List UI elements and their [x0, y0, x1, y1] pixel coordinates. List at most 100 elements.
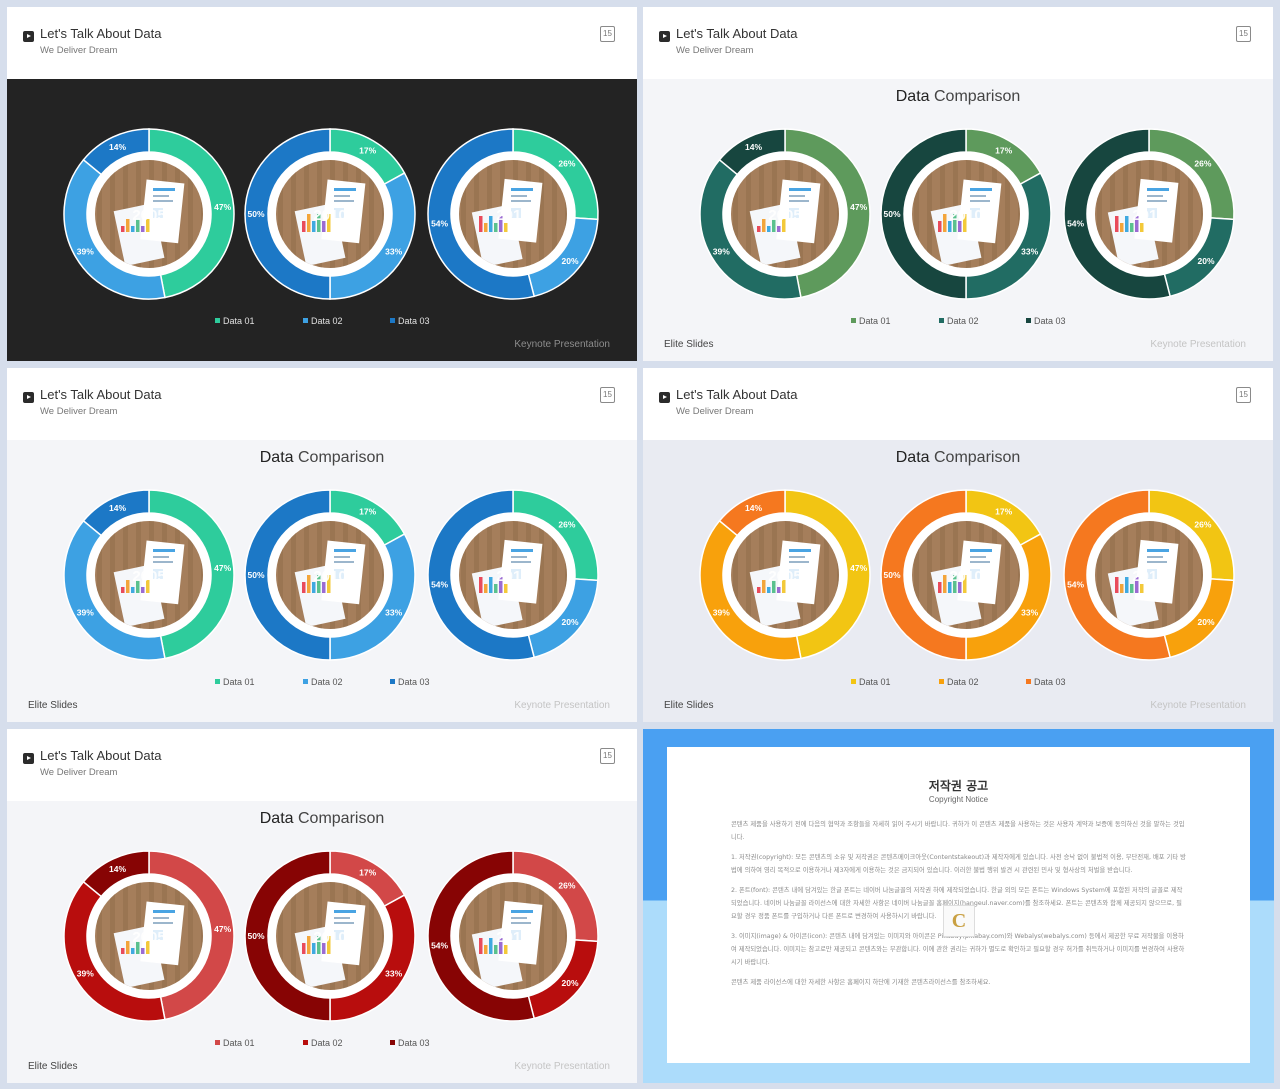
slice-value-label: 14%	[109, 864, 126, 874]
brand-bold: Elite	[664, 339, 684, 350]
legend-swatch	[215, 679, 220, 684]
slide-header: Let's Talk About Data We Deliver Dream 15	[7, 368, 637, 440]
slice-value-label: 47%	[214, 202, 231, 212]
play-icon	[23, 31, 34, 42]
legend-item: Data 01	[215, 1038, 255, 1048]
slice-value-label: 50%	[883, 570, 900, 580]
donut-chart: 26% 20% 54% 2014	[1063, 489, 1235, 661]
brand-rest: Slides	[686, 700, 714, 711]
slice-value-label: 14%	[745, 503, 762, 513]
slice-value-label: 17%	[359, 145, 376, 155]
donut-year-label: 2005	[132, 207, 165, 224]
donut-year-label: 2014	[496, 207, 530, 224]
slice-value-label: 26%	[558, 158, 575, 168]
donut-year-label: 2010	[313, 207, 346, 224]
slice-value-label: 50%	[247, 931, 264, 941]
chart-heading: Data Comparison	[7, 810, 637, 828]
legend-swatch	[390, 679, 395, 684]
content-logo-icon: C	[943, 905, 975, 937]
legend-item: Data 01	[851, 316, 891, 326]
chart-heading-rest: Comparison	[933, 449, 1021, 466]
slice-value-label: 47%	[214, 563, 231, 573]
slice-value-label: 17%	[995, 145, 1012, 155]
donut-year-label: 2014	[496, 568, 530, 585]
legend-swatch	[851, 679, 856, 684]
donut-chart: 47% 39% 14% 2005	[63, 850, 235, 1022]
slide-subtitle: We Deliver Dream	[676, 45, 754, 56]
legend-swatch	[1026, 679, 1031, 684]
footer-caption: Keynote Presentation	[514, 339, 610, 350]
legend-swatch	[303, 318, 308, 323]
donut-year-label: 2010	[949, 207, 982, 224]
slice-value-label: 26%	[558, 519, 575, 529]
donut-chart: 17% 33% 50% 2010	[880, 128, 1052, 300]
legend-label: Data 02	[947, 316, 979, 326]
donut-chart: 17% 33% 50% 2010	[244, 489, 416, 661]
notice-card: 저작권 공고 Copyright Notice 콘텐츠 제품을 사용하기 전에 …	[667, 747, 1250, 1063]
slice-value-label: 14%	[745, 142, 762, 152]
slice-value-label: 26%	[1194, 158, 1211, 168]
legend-item: Data 02	[303, 1038, 343, 1048]
slice-value-label: 50%	[247, 209, 264, 219]
slice-value-label: 33%	[385, 608, 402, 618]
slice-value-label: 33%	[385, 247, 402, 257]
slide-orange: Let's Talk About Data We Deliver Dream 15 D…	[643, 368, 1273, 722]
donut-chart: 47% 39% 14% 2005	[63, 128, 235, 300]
donut-chart-group: 47% 39% 14% 2005 17% 33% 50% 2010 26% 20% 54% 2014 D…	[699, 489, 1235, 687]
slice-value-label: 14%	[109, 142, 126, 152]
donut-chart: 26% 20% 54% 2014	[427, 489, 599, 661]
legend-item: Data 02	[939, 316, 979, 326]
slice-value-label: 47%	[214, 924, 231, 934]
footer-caption: Keynote Presentation	[514, 1061, 610, 1072]
slice-value-label: 54%	[431, 940, 448, 950]
donut-chart: 47% 39% 14% 2005	[63, 489, 235, 661]
donut-chart-group: 47% 39% 14% 2005 17% 33% 50% 2010 26% 20% 54% 2014 D…	[63, 850, 599, 1048]
brand-rest: Slides	[50, 700, 78, 711]
slice-value-label: 54%	[431, 218, 448, 228]
legend-swatch	[390, 1040, 395, 1045]
center-photo	[1095, 521, 1203, 629]
brand-bold: Elite	[664, 700, 684, 711]
slide-dark-blue: Let's Talk About Data We Deliver Dream 15 4…	[7, 7, 637, 361]
legend-label: Data 01	[859, 677, 891, 687]
brand-footer: Elite Slides	[664, 700, 713, 711]
donut-year-label: 2010	[313, 568, 346, 585]
slice-value-label: 17%	[359, 867, 376, 877]
slide-green: Let's Talk About Data We Deliver Dream 15 D…	[643, 7, 1273, 361]
slice-value-label: 20%	[562, 978, 579, 988]
slice-value-label: 20%	[1198, 617, 1215, 627]
legend-label: Data 02	[947, 677, 979, 687]
slice-value-label: 50%	[883, 209, 900, 219]
slice-value-label: 50%	[247, 570, 264, 580]
slide-title: Let's Talk About Data	[40, 748, 162, 763]
slide-title: Let's Talk About Data	[676, 26, 798, 41]
slice-value-label: 33%	[1021, 608, 1038, 618]
legend-label: Data 02	[311, 316, 343, 326]
legend-swatch	[390, 318, 395, 323]
center-photo	[95, 521, 203, 629]
slide-header: Let's Talk About Data We Deliver Dream 15	[643, 7, 1273, 79]
center-photo	[459, 160, 567, 268]
slide-subtitle: We Deliver Dream	[40, 767, 118, 778]
notice-subtitle: Copyright Notice	[928, 795, 989, 804]
slice-value-label: 39%	[713, 247, 730, 257]
chart-heading-rest: Comparison	[297, 449, 385, 466]
chart-heading-rest: Comparison	[933, 88, 1021, 105]
legend-swatch	[939, 318, 944, 323]
slice-value-label: 33%	[1021, 247, 1038, 257]
donut-year-label: 2014	[1132, 568, 1166, 585]
legend-label: Data 01	[859, 316, 891, 326]
slice-value-label: 20%	[562, 256, 579, 266]
slice-value-label: 47%	[850, 202, 867, 212]
chart-heading: Data Comparison	[7, 449, 637, 467]
footer-caption: Keynote Presentation	[1150, 339, 1246, 350]
notice-paragraph: 2. 폰트(font): 콘텐츠 내에 담겨있는 한글 폰트는 네이버 나눔글꼴…	[731, 887, 1183, 920]
notice-paragraph: 1. 저작권(copyright): 모든 콘텐츠의 소유 및 저작권은 콘텐츠…	[731, 854, 1186, 874]
center-photo	[731, 521, 839, 629]
donut-year-label: 2010	[949, 568, 982, 585]
slice-value-label: 54%	[431, 579, 448, 589]
slide-subtitle: We Deliver Dream	[40, 406, 118, 417]
chart-heading-bold: Data	[259, 449, 294, 466]
footer-caption: Keynote Presentation	[514, 700, 610, 711]
slice-value-label: 33%	[385, 969, 402, 979]
